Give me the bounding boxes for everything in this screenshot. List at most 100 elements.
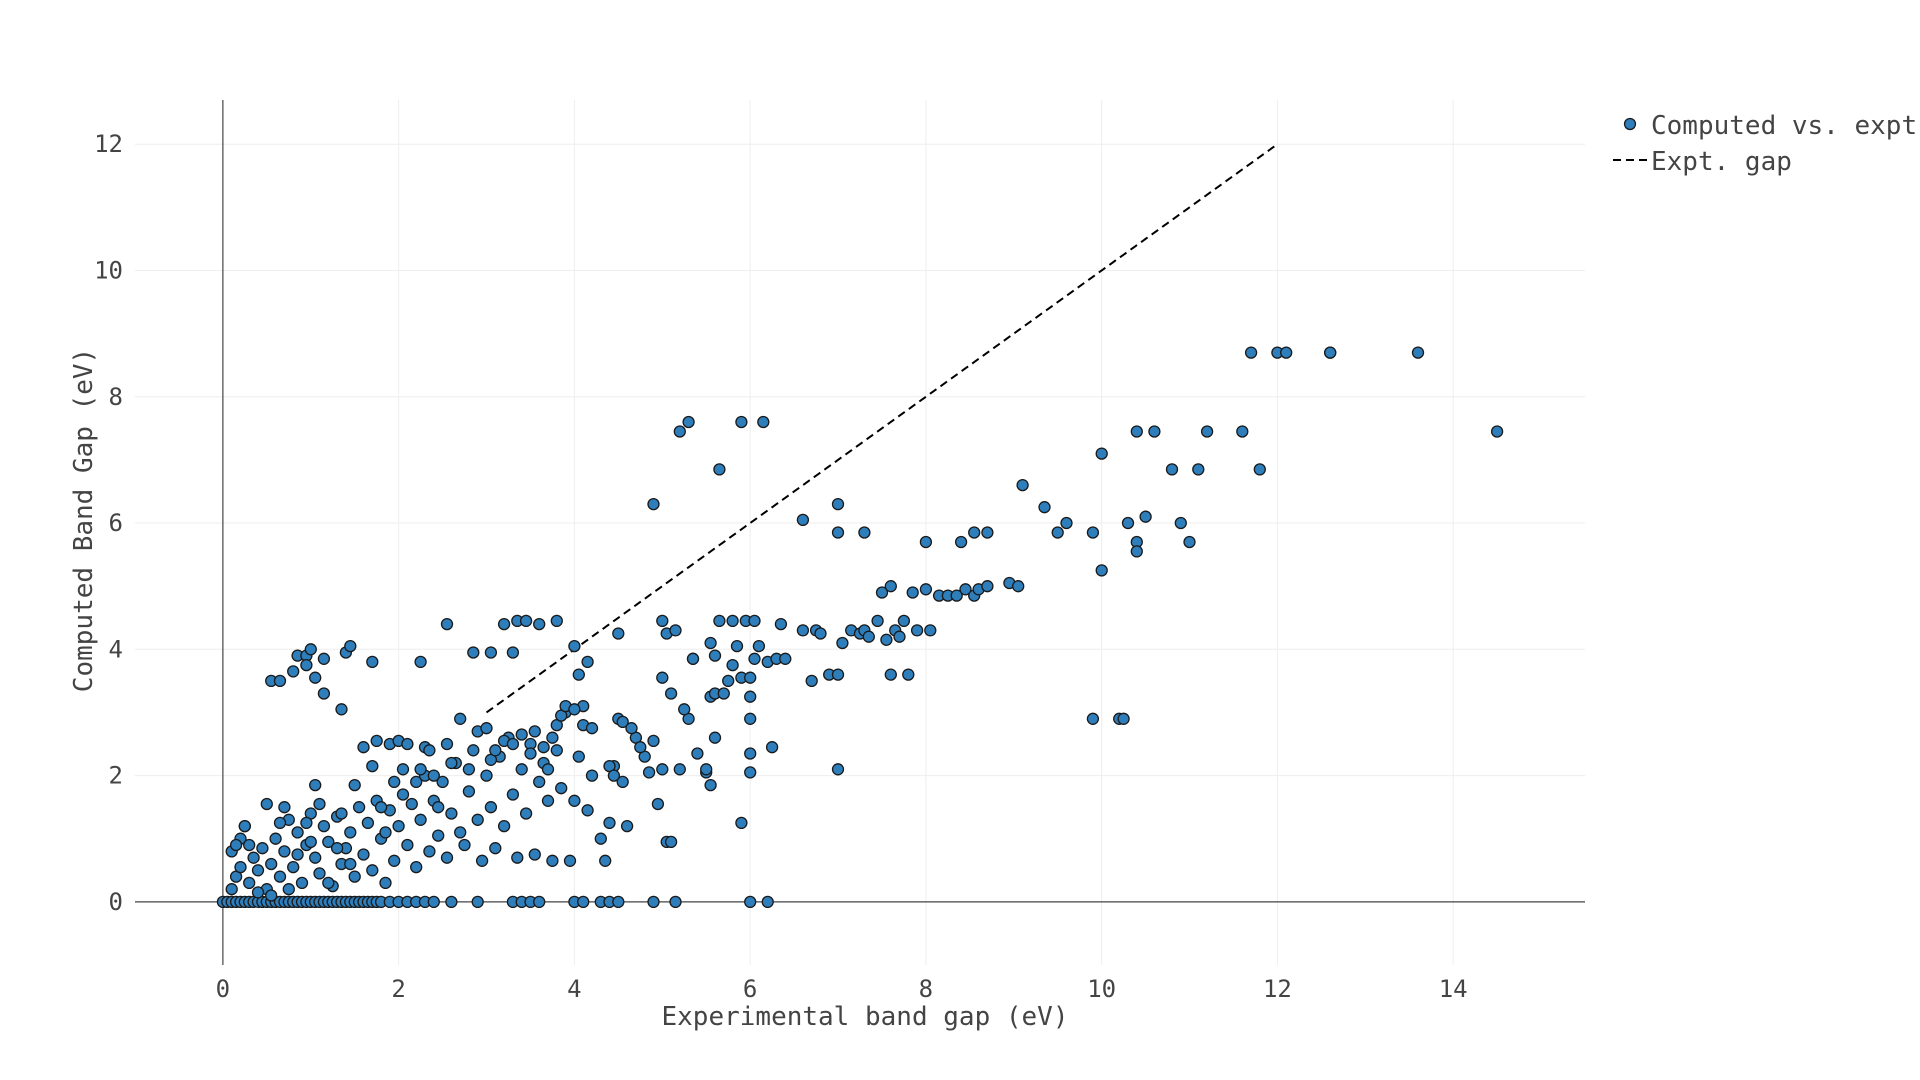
data-point	[902, 668, 915, 681]
data-point	[572, 750, 585, 763]
data-point	[744, 671, 757, 684]
data-point	[304, 643, 317, 656]
data-point	[313, 867, 326, 880]
data-point	[366, 655, 379, 669]
data-point	[1051, 526, 1064, 539]
data-point	[348, 870, 361, 883]
data-point	[1174, 516, 1187, 530]
data-point	[462, 763, 476, 776]
data-point	[317, 687, 331, 700]
data-point	[568, 703, 581, 716]
data-point	[682, 415, 695, 429]
data-point	[414, 763, 427, 776]
data-point	[480, 769, 493, 782]
data-point	[317, 819, 331, 833]
data-point	[352, 801, 366, 814]
data-point	[585, 722, 599, 735]
data-point	[713, 614, 726, 628]
data-point	[300, 816, 313, 830]
data-point	[616, 715, 629, 729]
data-point	[664, 687, 678, 700]
data-point	[260, 797, 273, 811]
y-gridlines	[135, 143, 1585, 777]
data-point	[730, 639, 744, 653]
data-point	[616, 775, 629, 789]
data-point	[379, 826, 392, 839]
data-point	[563, 854, 577, 867]
data-point	[396, 788, 410, 801]
data-point	[1060, 516, 1073, 530]
data-point	[752, 639, 766, 653]
data-point	[647, 895, 660, 909]
data-point	[291, 848, 304, 861]
data-point	[366, 759, 379, 773]
data-point	[880, 633, 893, 646]
data-point	[396, 763, 410, 776]
data-point	[647, 497, 660, 511]
data-point	[541, 794, 555, 807]
scatter-points	[216, 346, 1504, 909]
data-point	[744, 895, 757, 909]
data-point	[410, 775, 423, 789]
data-point	[1192, 463, 1205, 476]
data-point	[708, 731, 722, 744]
data-point	[919, 535, 933, 549]
x-axis-title: Experimental band gap (eV)	[662, 1002, 1069, 1032]
data-point	[392, 819, 405, 833]
data-point	[265, 857, 278, 871]
data-point	[1095, 447, 1108, 460]
data-point	[796, 624, 810, 637]
data-point	[335, 703, 348, 716]
data-point	[708, 649, 722, 662]
data-point	[405, 797, 418, 811]
data-point	[1183, 535, 1196, 549]
data-point	[765, 741, 779, 754]
data-point	[1200, 425, 1214, 438]
data-point	[480, 722, 493, 735]
x-gridlines	[398, 100, 1454, 965]
data-point	[836, 636, 849, 650]
data-point	[282, 883, 295, 896]
data-point	[304, 835, 317, 849]
data-point	[467, 744, 480, 757]
y-axis-title: Computed Band Gap (eV)	[69, 348, 99, 692]
y-tick-label: 8	[109, 383, 123, 411]
data-point	[348, 778, 361, 792]
data-point	[225, 883, 238, 896]
data-point	[300, 658, 313, 672]
data-point	[748, 614, 761, 628]
data-point	[401, 737, 414, 751]
data-point	[295, 876, 309, 890]
data-point	[440, 617, 454, 631]
x-tick-labels: 0 2 4 6 8 10 12 14	[216, 975, 1468, 1003]
x-tick-label: 4	[567, 975, 581, 1003]
data-point	[467, 646, 480, 659]
data-point	[410, 860, 423, 874]
data-point	[454, 712, 467, 725]
data-point	[458, 838, 471, 852]
data-point	[594, 832, 607, 845]
data-point	[475, 854, 489, 867]
data-point	[238, 819, 251, 833]
data-point	[678, 703, 691, 716]
data-point	[432, 801, 445, 814]
data-point	[1411, 346, 1425, 359]
data-point	[489, 842, 502, 855]
data-point	[555, 782, 568, 795]
data-point	[388, 775, 401, 789]
data-point	[379, 876, 392, 890]
data-point	[550, 744, 563, 757]
data-point	[761, 895, 774, 909]
data-point	[691, 747, 704, 760]
data-point	[634, 741, 647, 754]
data-point	[344, 639, 357, 653]
data-point	[651, 797, 665, 811]
data-point	[871, 614, 884, 628]
data-point	[748, 652, 761, 665]
data-point	[515, 763, 528, 776]
data-point	[642, 766, 656, 779]
data-point	[265, 889, 278, 902]
y-tick-label: 4	[109, 635, 123, 663]
data-point	[669, 895, 682, 909]
data-point	[497, 617, 511, 631]
